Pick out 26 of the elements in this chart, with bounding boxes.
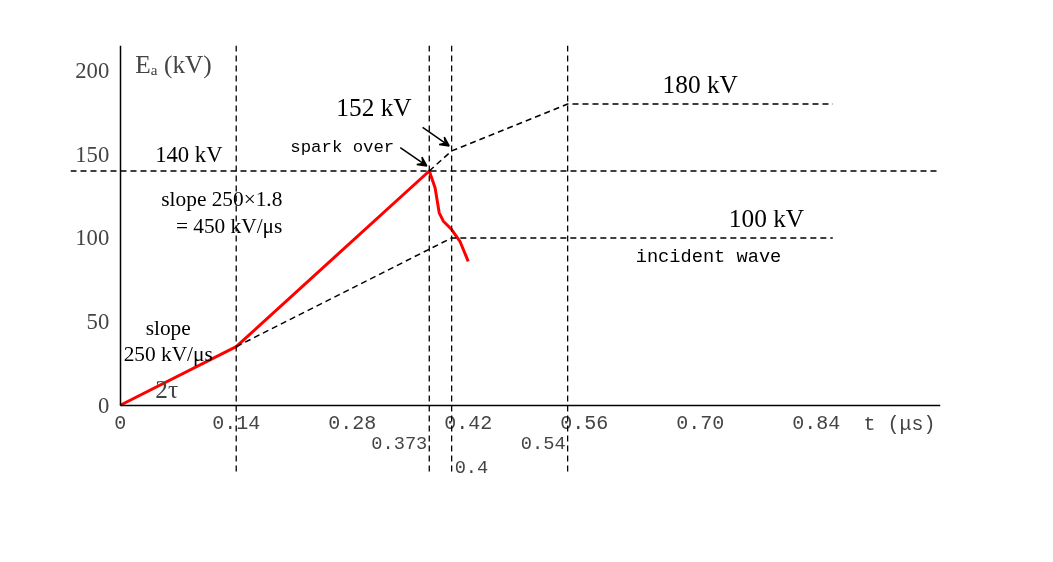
y-tick-label: 100 bbox=[75, 225, 110, 251]
ref-line-label: 0.54 bbox=[520, 433, 566, 456]
x-tick-label: 0.70 bbox=[676, 412, 725, 436]
annotation: spark over bbox=[290, 137, 395, 157]
annotation: 2τ bbox=[155, 375, 179, 404]
annotation: 100 kV bbox=[728, 203, 805, 232]
annotation: slope 250×1.8 = 450 kV/μs bbox=[161, 187, 283, 238]
ref-line-label: 140 kV bbox=[155, 141, 224, 167]
annotation: 180 kV bbox=[662, 70, 738, 99]
series-label: incident wave bbox=[635, 245, 782, 268]
x-tick-label: 0.56 bbox=[560, 412, 609, 436]
x-tick-label: 0.14 bbox=[212, 412, 261, 436]
y-tick-label: 200 bbox=[75, 58, 110, 84]
y-axis-title: Eₐ (kV) bbox=[135, 49, 212, 79]
x-tick-label: 0.84 bbox=[792, 412, 841, 436]
y-tick-label: 150 bbox=[75, 141, 110, 167]
x-tick-label: 0.28 bbox=[328, 412, 377, 436]
x-tick-label: 0 bbox=[114, 412, 127, 436]
ref-line-label: 0.4 bbox=[454, 457, 489, 480]
x-tick-label: 0.42 bbox=[444, 412, 493, 436]
annotation: 152 kV bbox=[336, 92, 412, 121]
annotation: slope 250 kV/μs bbox=[123, 315, 213, 366]
y-tick-label: 0 bbox=[97, 392, 110, 418]
ref-line-label: 0.373 bbox=[371, 433, 428, 456]
y-tick-label: 50 bbox=[86, 309, 110, 335]
x-axis-title: t (μs) bbox=[863, 413, 936, 437]
